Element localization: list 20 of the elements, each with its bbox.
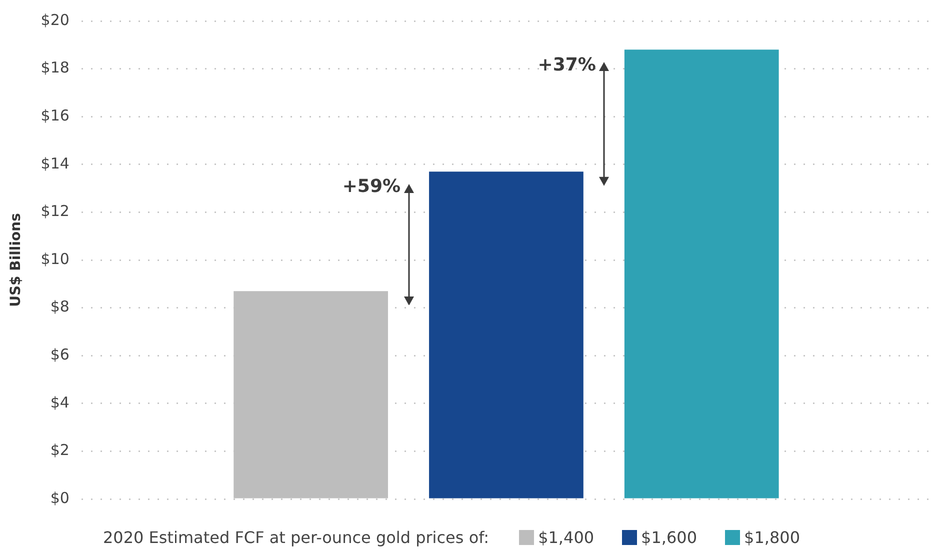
y-tick-label: $14 — [40, 154, 70, 172]
bar — [429, 172, 584, 498]
y-axis-title: US$ Billions — [8, 213, 24, 307]
legend-title: 2020 Estimated FCF at per-ounce gold prices of: — [102, 528, 490, 547]
y-tick-label: $12 — [40, 202, 70, 220]
y-tick-label: $0 — [50, 488, 70, 507]
y-tick-label: $6 — [50, 345, 70, 364]
y-tick-label: $2 — [50, 441, 70, 460]
annotation: +59% — [342, 176, 401, 198]
y-tick-label: $4 — [50, 393, 70, 412]
y-tick-label: $8 — [50, 298, 70, 316]
bar — [624, 50, 779, 498]
legend-label: $1,800 — [744, 528, 800, 547]
y-tick-label: $18 — [40, 58, 70, 77]
annotation: +37% — [538, 54, 596, 76]
y-tick-label: $16 — [40, 106, 70, 124]
legend-label: $1,400 — [538, 528, 594, 547]
legend-label: $1,600 — [641, 528, 698, 547]
y-tick-label: $20 — [40, 10, 70, 29]
y-tick-label: $10 — [40, 250, 70, 268]
